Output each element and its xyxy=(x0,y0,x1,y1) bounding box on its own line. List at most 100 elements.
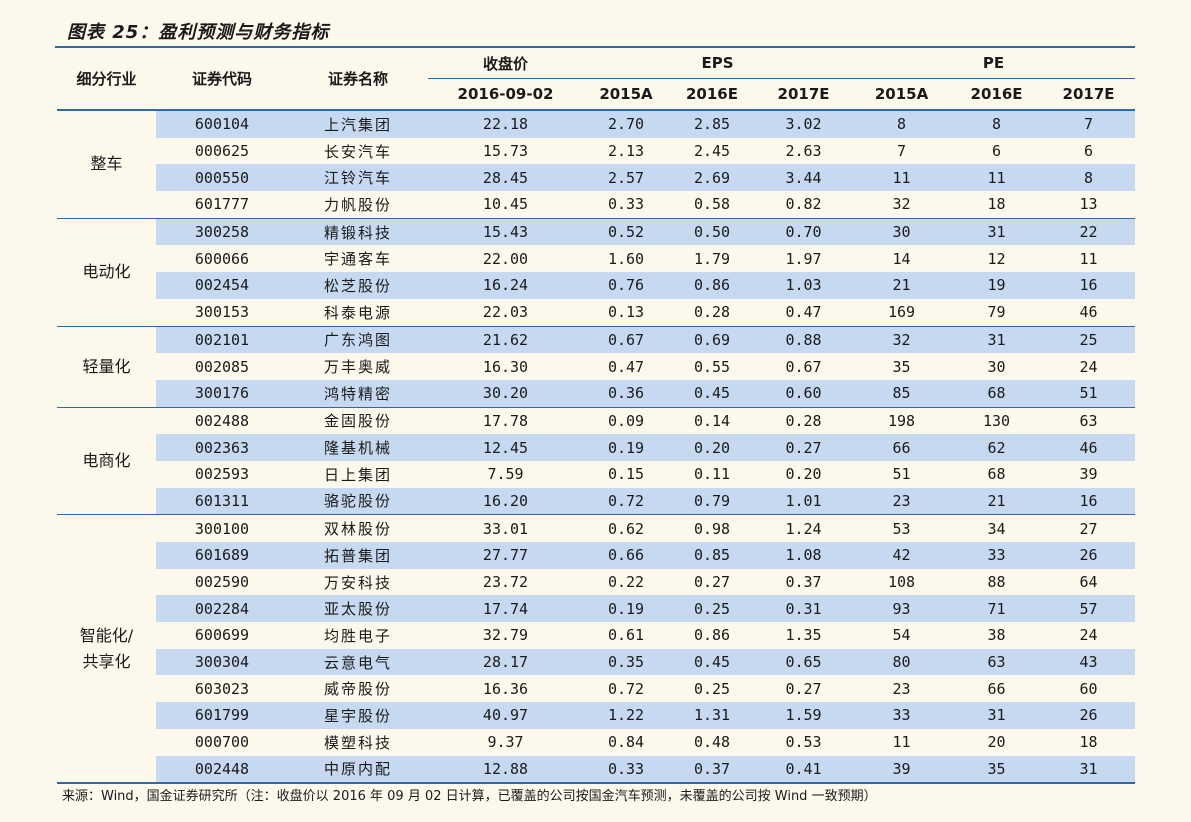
cell-code: 000550 xyxy=(156,164,288,192)
cell-pe-2017: 13 xyxy=(1079,195,1098,214)
cell-eps-2017: 1.08 xyxy=(755,542,853,569)
cell-eps-2015: 0.47 xyxy=(607,357,645,376)
header-eps-2015: 2015A xyxy=(583,78,669,111)
cell-pe-2015: 54 xyxy=(892,626,911,645)
cell-name: 松芝股份 xyxy=(288,272,428,299)
cell-eps-2015: 0.09 xyxy=(583,406,669,435)
table-row: 601689 拓普集团 27.77 0.66 0.85 1.08 42 33 26 xyxy=(57,542,1136,569)
cell-pe-2016: 38 xyxy=(987,626,1006,645)
header-eps-2016: 2016E xyxy=(669,78,755,111)
cell-eps-2015: 0.72 xyxy=(607,679,645,698)
cell-eps-2017: 0.20 xyxy=(785,465,822,484)
cell-eps-2016: 0.48 xyxy=(693,733,731,752)
cell-eps-2017: 1.01 xyxy=(755,487,853,515)
cell-name: 宇通客车 xyxy=(323,250,392,269)
cell-eps-2016: 0.85 xyxy=(669,542,755,569)
cell-pe-2016: 130 xyxy=(951,406,1043,435)
cell-name: 亚太股份 xyxy=(288,595,428,623)
cell-eps-2017: 0.82 xyxy=(785,195,822,214)
cell-close: 9.37 xyxy=(487,733,524,752)
cell-name: 云意电气 xyxy=(288,648,428,676)
header-pe-2015: 2015A xyxy=(852,78,952,111)
cell-name: 力帆股份 xyxy=(323,195,392,214)
cell-pe-2017: 22 xyxy=(1042,217,1136,246)
cell-pe-2016: 34 xyxy=(951,514,1043,542)
cell-pe-2017: 16 xyxy=(1042,272,1136,299)
table-row: 002284 亚太股份 17.74 0.19 0.25 0.31 93 71 57 xyxy=(57,595,1136,623)
cell-pe-2016: 68 xyxy=(987,465,1006,484)
cell-name: 均胜电子 xyxy=(323,626,392,645)
cell-pe-2016: 31 xyxy=(951,702,1043,729)
cell-name: 鸿特精密 xyxy=(288,379,428,408)
cell-pe-2015: 30 xyxy=(852,217,952,246)
cell-eps-2015: 0.67 xyxy=(583,325,669,354)
cell-pe-2015: 169 xyxy=(887,303,916,322)
cell-eps-2016: 2.69 xyxy=(669,164,755,192)
cell-code: 300304 xyxy=(156,648,288,676)
table-row: 002363 隆基机械 12.45 0.19 0.20 0.27 66 62 46 xyxy=(57,434,1136,461)
cell-pe-2016: 11 xyxy=(951,164,1043,192)
cell-close: 27.77 xyxy=(428,542,583,569)
cell-eps-2015: 1.60 xyxy=(607,249,645,268)
cell-close: 22.03 xyxy=(482,303,529,322)
table-row: 300304 云意电气 28.17 0.35 0.45 0.65 80 63 43 xyxy=(57,648,1136,676)
table-row: 601777 力帆股份 10.45 0.33 0.58 0.82 32 18 13 xyxy=(57,191,1135,218)
table-row: 300153 科泰电源 22.03 0.13 0.28 0.47 169 79 46 xyxy=(57,299,1135,326)
cell-pe-2015: 108 xyxy=(887,573,916,592)
cell-eps-2016: 0.37 xyxy=(669,755,755,785)
cell-eps-2016: 0.98 xyxy=(669,514,755,542)
cell-pe-2015: 23 xyxy=(852,487,952,515)
cell-eps-2015: 0.35 xyxy=(583,648,669,676)
cell-code: 002101 xyxy=(156,325,288,354)
cell-eps-2016: 0.20 xyxy=(669,434,755,461)
cell-pe-2017: 7 xyxy=(1042,110,1136,138)
cell-pe-2015: 33 xyxy=(852,702,952,729)
cell-eps-2017: 0.60 xyxy=(755,379,853,408)
cell-pe-2017: 46 xyxy=(1042,434,1136,461)
cell-pe-2015: 198 xyxy=(852,406,952,435)
cell-close: 30.20 xyxy=(428,379,583,408)
table-row: 002593 日上集团 7.59 0.15 0.11 0.20 51 68 39 xyxy=(57,461,1135,488)
cell-code: 300258 xyxy=(156,217,288,246)
header-pe-2016: 2016E xyxy=(951,78,1043,111)
cell-pe-2017: 64 xyxy=(1079,573,1098,592)
cell-eps-2017: 0.53 xyxy=(785,733,822,752)
cell-code: 002593 xyxy=(194,465,250,484)
cell-pe-2016: 68 xyxy=(951,379,1043,408)
cell-eps-2017: 0.88 xyxy=(755,325,853,354)
cell-eps-2015: 0.84 xyxy=(607,733,645,752)
cell-pe-2016: 8 xyxy=(951,110,1043,138)
cell-pe-2017: 60 xyxy=(1079,679,1098,698)
cell-pe-2017: 18 xyxy=(1079,733,1098,752)
cell-name: 模塑科技 xyxy=(323,733,392,752)
cell-pe-2015: 23 xyxy=(892,679,911,698)
cell-close: 22.18 xyxy=(428,110,583,138)
table-row: 002590 万安科技 23.72 0.22 0.27 0.37 108 88 64 xyxy=(57,569,1135,596)
cell-close: 15.43 xyxy=(428,217,583,246)
cell-code: 300153 xyxy=(194,303,250,322)
cell-code: 002448 xyxy=(156,755,288,785)
cell-eps-2016: 1.79 xyxy=(693,249,731,268)
cell-pe-2017: 51 xyxy=(1042,379,1136,408)
cell-pe-2016: 21 xyxy=(951,487,1043,515)
cell-eps-2017: 0.47 xyxy=(785,303,822,322)
cell-pe-2017: 57 xyxy=(1042,595,1136,623)
cell-close: 16.24 xyxy=(428,272,583,299)
cell-name: 日上集团 xyxy=(323,465,392,484)
cell-eps-2015: 0.19 xyxy=(583,595,669,623)
cell-eps-2015: 2.57 xyxy=(583,164,669,192)
header-close-date: 2016-09-02 xyxy=(428,78,583,111)
table-row: 300176 鸿特精密 30.20 0.36 0.45 0.60 85 68 51 xyxy=(57,379,1136,408)
cell-close: 12.45 xyxy=(428,434,583,461)
cell-pe-2017: 26 xyxy=(1042,702,1136,729)
cell-code: 002454 xyxy=(156,272,288,299)
cell-eps-2016: 0.79 xyxy=(669,487,755,515)
cell-pe-2016: 31 xyxy=(951,217,1043,246)
cell-code: 002085 xyxy=(194,357,250,376)
table-row: 000700 模塑科技 9.37 0.84 0.48 0.53 11 20 18 xyxy=(57,729,1135,756)
cell-close: 16.30 xyxy=(482,357,529,376)
cell-close: 17.78 xyxy=(428,406,583,435)
cell-code: 002363 xyxy=(156,434,288,461)
cell-code: 300100 xyxy=(156,514,288,542)
cell-eps-2016: 0.14 xyxy=(669,406,755,435)
